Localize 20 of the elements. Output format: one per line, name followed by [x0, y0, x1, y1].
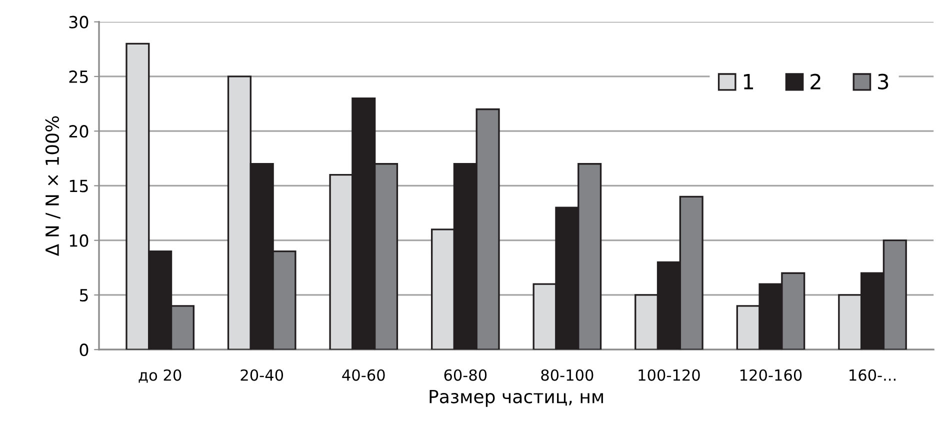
x-tick-label: 60-80 [444, 369, 487, 381]
y-tick-label: 15 [70, 180, 88, 192]
y-tick-label: 20 [69, 125, 88, 138]
x-tick-label: 100-120 [638, 369, 700, 381]
x-tick-label: 40-60 [342, 369, 385, 381]
y-tick-label: 10 [70, 234, 88, 247]
y-axis-title: Δ N / N × 100% [45, 116, 60, 256]
legend-label: 1 [744, 74, 754, 90]
x-axis-title: Размер частиц, нм [430, 390, 603, 407]
x-tick-label: до 20 [138, 369, 182, 383]
y-tick-label: 0 [80, 344, 88, 356]
x-tick-label: 160-... [850, 369, 896, 381]
y-tick-label: 5 [80, 289, 88, 302]
x-tick-label: 20-40 [240, 369, 284, 381]
legend-label: 2 [810, 74, 820, 90]
legend-label: 3 [878, 74, 888, 90]
x-tick-label: 80-100 [541, 369, 594, 381]
y-tick-label: 30 [69, 16, 88, 28]
x-tick-label: 120-160 [740, 369, 802, 381]
y-tick-label: 25 [69, 70, 88, 84]
